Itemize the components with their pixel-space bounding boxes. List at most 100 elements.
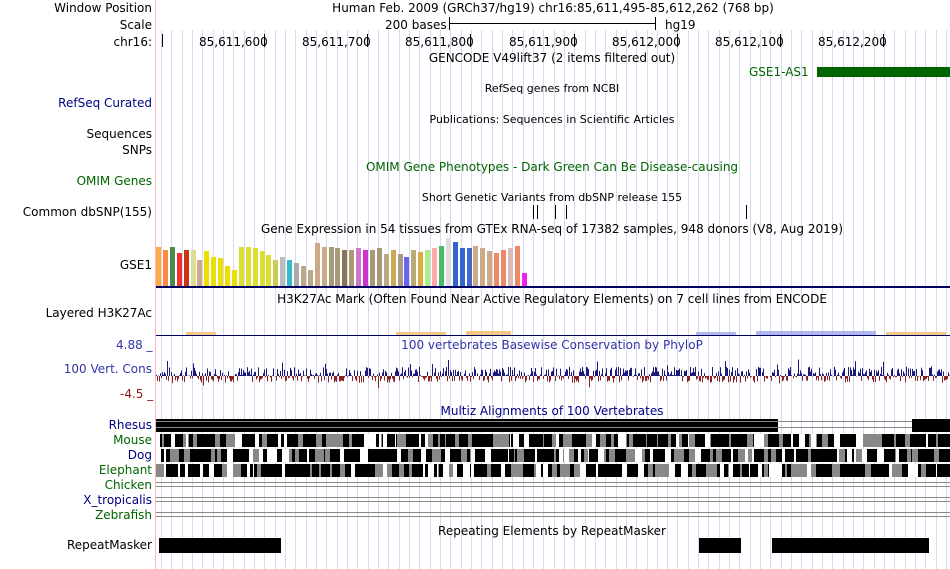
alignment-block[interactable]: [318, 449, 324, 462]
alignment-block[interactable]: [745, 434, 747, 447]
alignment-block[interactable]: [358, 434, 363, 447]
alignment-block[interactable]: [653, 464, 655, 477]
alignment-block[interactable]: [354, 449, 360, 462]
gtex-tissue-bar[interactable]: [425, 250, 430, 286]
alignment-block[interactable]: [614, 434, 618, 447]
alignment-block[interactable]: [514, 464, 517, 477]
alignment-block[interactable]: [158, 464, 162, 477]
alignment-block[interactable]: [242, 434, 246, 447]
alignment-block[interactable]: [189, 434, 190, 447]
alignment-block[interactable]: [166, 449, 170, 462]
h3k27ac-signal[interactable]: [156, 320, 950, 338]
alignment-block[interactable]: [928, 434, 930, 447]
alignment-block[interactable]: [685, 434, 688, 447]
alignment-block[interactable]: [934, 449, 939, 462]
alignment-block[interactable]: [397, 449, 401, 462]
sequences-track-label[interactable]: Sequences: [86, 127, 152, 141]
alignment-block[interactable]: [363, 434, 364, 447]
conservation-track-label[interactable]: 100 Vert. Cons: [63, 362, 152, 376]
alignment-block[interactable]: [668, 434, 671, 447]
alignment-block[interactable]: [491, 449, 497, 462]
alignment-block[interactable]: [857, 434, 863, 447]
repeat-element[interactable]: [159, 538, 281, 553]
alignment-block[interactable]: [552, 434, 556, 447]
alignment-block[interactable]: [253, 449, 259, 462]
gtex-tissue-bar[interactable]: [432, 248, 437, 286]
alignment-block[interactable]: [514, 449, 515, 462]
alignment-block[interactable]: [768, 464, 769, 477]
alignment-block[interactable]: [482, 434, 488, 447]
alignment-block[interactable]: [638, 434, 641, 447]
alignment-block[interactable]: [357, 464, 363, 477]
alignment-block[interactable]: [282, 464, 285, 477]
alignment-block[interactable]: [758, 464, 761, 477]
alignment-block[interactable]: [511, 464, 514, 477]
alignment-block[interactable]: [472, 434, 478, 447]
alignment-block[interactable]: [595, 464, 596, 477]
alignment-block[interactable]: [299, 449, 304, 462]
alignment-block[interactable]: [344, 449, 348, 462]
alignment-block[interactable]: [355, 464, 357, 477]
alignment-block[interactable]: [708, 449, 710, 462]
alignment-block[interactable]: [419, 434, 421, 447]
alignment-block[interactable]: [272, 449, 276, 462]
alignment-block[interactable]: [383, 434, 387, 447]
alignment-block[interactable]: [749, 464, 750, 477]
alignment-block[interactable]: [559, 434, 563, 447]
alignment-block[interactable]: [184, 449, 187, 462]
alignment-block[interactable]: [569, 449, 574, 462]
species-label-rhesus[interactable]: Rhesus: [108, 418, 152, 432]
alignment-block[interactable]: [688, 434, 689, 447]
alignment-block[interactable]: [462, 434, 468, 447]
alignment-block[interactable]: [811, 464, 815, 477]
alignment-block[interactable]: [657, 434, 658, 447]
alignment-block[interactable]: [925, 449, 928, 462]
alignment-block[interactable]: [474, 464, 475, 477]
alignment-block[interactable]: [279, 464, 282, 477]
alignment-block[interactable]: [912, 419, 950, 432]
alignment-block[interactable]: [589, 449, 595, 462]
alignment-block[interactable]: [673, 434, 676, 447]
alignment-block[interactable]: [710, 449, 713, 462]
multiz-alignment-blocks[interactable]: [156, 418, 950, 523]
alignment-block[interactable]: [936, 464, 937, 477]
alignment-block[interactable]: [680, 449, 682, 462]
alignment-block[interactable]: [653, 434, 657, 447]
gtex-tissue-bar[interactable]: [508, 248, 513, 286]
alignment-block[interactable]: [215, 449, 217, 462]
alignment-block[interactable]: [255, 434, 259, 447]
gtex-tissue-bar[interactable]: [453, 242, 458, 286]
alignment-block[interactable]: [800, 464, 806, 477]
alignment-block[interactable]: [563, 449, 564, 462]
alignment-block[interactable]: [415, 449, 421, 462]
alignment-block[interactable]: [164, 449, 166, 462]
alignment-block[interactable]: [793, 449, 794, 462]
alignment-block[interactable]: [589, 464, 591, 477]
alignment-block[interactable]: [832, 449, 835, 462]
alignment-block[interactable]: [620, 434, 626, 447]
alignment-block[interactable]: [822, 434, 827, 447]
alignment-block[interactable]: [896, 449, 899, 462]
alignment-block[interactable]: [441, 449, 445, 462]
alignment-block[interactable]: [586, 464, 589, 477]
alignment-block[interactable]: [629, 434, 633, 447]
alignment-block[interactable]: [411, 464, 412, 477]
alignment-block[interactable]: [564, 449, 569, 462]
gtex-tissue-bar[interactable]: [232, 270, 237, 286]
species-label-x-tropicalis[interactable]: X_tropicalis: [83, 493, 152, 507]
alignment-block[interactable]: [527, 449, 530, 462]
snp-feature[interactable]: [555, 205, 556, 219]
h3k27ac-track-label[interactable]: Layered H3K27Ac: [45, 306, 152, 320]
alignment-block[interactable]: [203, 464, 209, 477]
alignment-block[interactable]: [936, 434, 938, 447]
gtex-tissue-bar[interactable]: [322, 247, 327, 286]
alignment-block[interactable]: [330, 449, 334, 462]
alignment-block[interactable]: [874, 434, 879, 447]
alignment-block[interactable]: [156, 419, 778, 432]
gtex-tissue-bar[interactable]: [239, 247, 244, 286]
alignment-block[interactable]: [926, 434, 928, 447]
alignment-block[interactable]: [606, 434, 611, 447]
alignment-block[interactable]: [449, 464, 453, 477]
alignment-block[interactable]: [902, 464, 908, 477]
alignment-block[interactable]: [633, 434, 638, 447]
